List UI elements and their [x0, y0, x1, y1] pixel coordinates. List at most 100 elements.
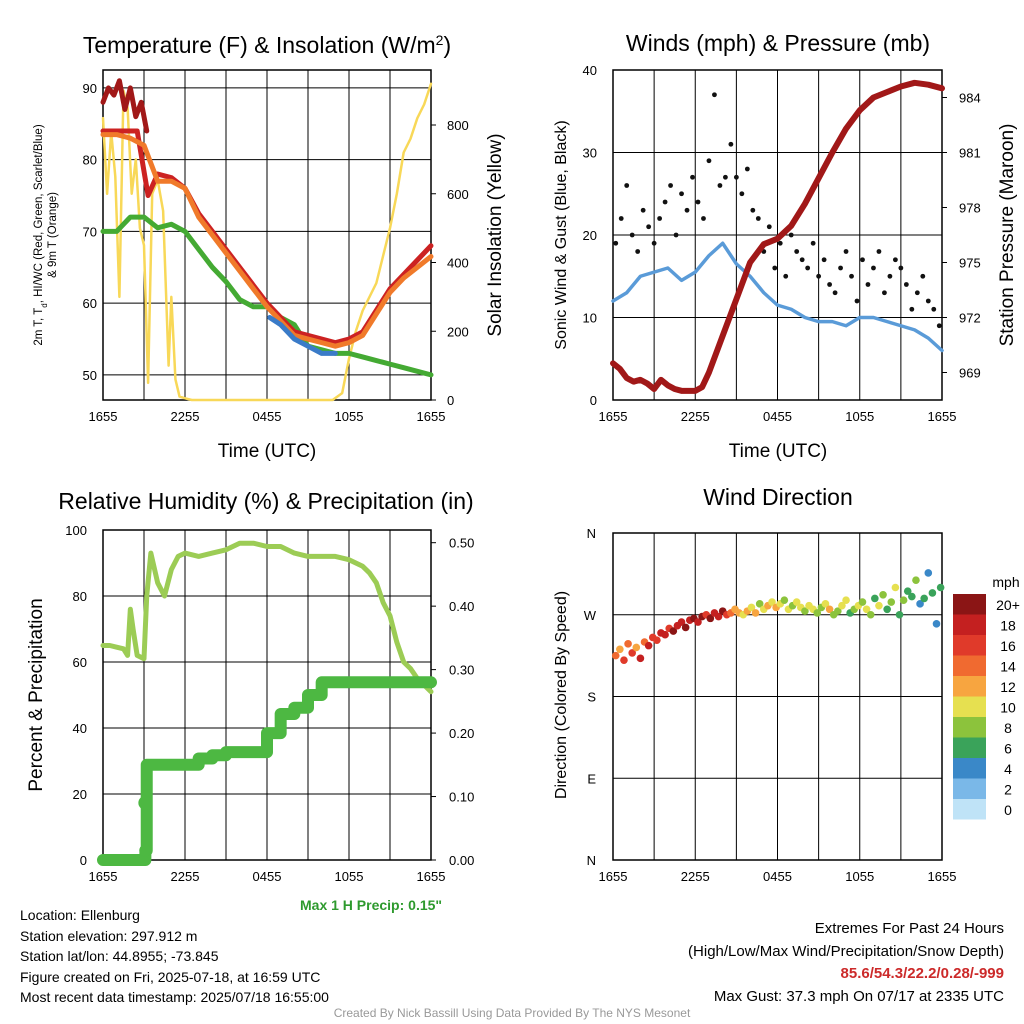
- dir-panel-x-tick-label: 1655: [599, 869, 628, 884]
- gust-point: [925, 298, 931, 304]
- gust-point: [816, 273, 822, 279]
- max-gust-text: Max Gust: 37.3 mph On 07/17 at 2335 UTC: [713, 987, 1004, 1005]
- temp-y-label-part-0: 2m T, T: [33, 308, 45, 346]
- direction-point: [624, 640, 632, 648]
- direction-point: [834, 607, 842, 615]
- temp-panel-x-tick-label: 1655: [417, 409, 446, 424]
- wind-y-label: Sonic Wind & Gust (Blue, Black): [553, 120, 570, 349]
- rh-y2-tick-label: 0.30: [449, 663, 474, 678]
- precip-point: [139, 844, 152, 857]
- gust-point: [733, 174, 739, 180]
- precip-point: [138, 795, 153, 810]
- direction-point: [899, 596, 908, 605]
- direction-point: [875, 601, 883, 610]
- gust-point: [657, 216, 663, 221]
- rh-y-tick-label: 0: [80, 853, 87, 868]
- speed-legend-label: 12: [1000, 679, 1016, 695]
- rh-y-tick-label: 100: [65, 523, 87, 538]
- temp-y-tick-label: 80: [83, 153, 97, 168]
- gust-point: [827, 282, 832, 287]
- gust-point: [750, 207, 756, 213]
- extremes-block: Extremes For Past 24 Hours (High/Low/Max…: [688, 918, 1004, 1008]
- dir-panel-x-tick-label: 1055: [845, 869, 874, 884]
- direction-point: [755, 600, 764, 608]
- credit-text: Created By Nick Bassill Using Data Provi…: [333, 1006, 691, 1020]
- gust-point: [717, 183, 723, 188]
- direction-point: [620, 656, 628, 664]
- temp-series-hi-wc: [267, 315, 338, 356]
- gust-point: [772, 265, 778, 271]
- speed-legend-swatch: [953, 594, 986, 615]
- gust-point: [903, 282, 909, 287]
- rh-y2-tick-label: 0.50: [449, 536, 474, 551]
- direction-point: [747, 603, 756, 612]
- temp-y2-tick-label: 800: [447, 118, 469, 133]
- gust-point: [832, 290, 838, 296]
- wind-y2-tick-label: 978: [959, 201, 981, 216]
- direction-point: [928, 589, 937, 597]
- rh-y2-tick-label: 0.00: [449, 853, 474, 868]
- temp-series-t-scarlet: [100, 78, 150, 134]
- temp-x-label: Time (UTC): [218, 441, 317, 462]
- speed-legend-label: 0: [1004, 802, 1012, 818]
- gust-point: [690, 174, 695, 180]
- temp-series-9m-t: [100, 132, 434, 349]
- gust-point: [794, 249, 800, 254]
- gust-point: [931, 306, 937, 312]
- gust-point: [898, 265, 904, 271]
- dir-y-label: Direction (Colored By Speed): [553, 591, 570, 799]
- gust-point: [684, 207, 690, 213]
- wind-speed-line: [611, 241, 944, 353]
- gust-point: [739, 191, 745, 197]
- direction-point: [895, 610, 904, 619]
- rh-panel-x-tick-label: 1655: [89, 869, 118, 884]
- wind-y2-tick-label: 981: [959, 146, 981, 161]
- speed-legend-swatch: [953, 758, 986, 779]
- gust-point: [860, 257, 865, 263]
- dir-panel-x-tick-label: 0455: [763, 869, 792, 884]
- wind-y-tick-label: 30: [583, 146, 597, 161]
- temp-title-sup: 2: [436, 32, 444, 48]
- direction-point: [681, 623, 690, 632]
- temp-panel-x-tick-label: 1655: [89, 409, 118, 424]
- rh-y2-tick-label: 0.10: [449, 790, 474, 805]
- gust-point: [865, 282, 871, 287]
- direction-point: [751, 609, 760, 617]
- wind-y-tick-label: 40: [583, 63, 597, 78]
- direction-point: [924, 569, 933, 577]
- wind-title: Winds (mph) & Pressure (mb): [626, 30, 930, 56]
- gust-point: [662, 199, 668, 205]
- gust-point: [849, 273, 854, 279]
- direction-point: [891, 583, 900, 592]
- rh-y-tick-label: 20: [73, 787, 87, 802]
- gust-point: [624, 183, 630, 188]
- direction-point: [862, 605, 871, 614]
- wind-panel-x-tick-label: 1055: [845, 409, 874, 424]
- speed-legend-label: 8: [1004, 720, 1012, 736]
- direction-point: [912, 576, 920, 585]
- gust-point: [821, 257, 827, 263]
- rh-y-label: Percent & Precipitation: [26, 598, 47, 791]
- gust-point: [843, 249, 849, 254]
- direction-point: [883, 605, 891, 614]
- gust-point: [706, 158, 712, 164]
- direction-point: [780, 596, 789, 605]
- recent-text: Most recent data timestamp: 2025/07/18 1…: [20, 989, 329, 1005]
- gust-point: [887, 273, 893, 279]
- direction-point: [813, 609, 822, 617]
- extremes-subtitle: (High/Low/Max Wind/Precipitation/Snow De…: [688, 942, 1004, 960]
- speed-legend-swatch: [953, 799, 986, 820]
- temp-y-label-line1: 2m T, Td, HI/WC (Red, Green, Scarlet/Blu…: [33, 124, 49, 345]
- direction-point: [879, 590, 887, 599]
- dir-y-tick-label: N: [587, 526, 596, 541]
- gust-point: [920, 273, 926, 279]
- gust-point: [679, 191, 684, 197]
- direction-point: [838, 601, 846, 610]
- elevation-text: Station elevation: 297.912 m: [20, 927, 198, 944]
- temp-panel-x-tick-label: 0455: [253, 409, 282, 424]
- gust-point: [876, 249, 882, 254]
- dir-y-tick-label: N: [587, 853, 596, 868]
- extremes-values: 85.6/54.3/22.2/0.28/-999: [840, 965, 1004, 982]
- wind-y2-tick-label: 972: [959, 311, 981, 326]
- gust-point: [810, 240, 816, 246]
